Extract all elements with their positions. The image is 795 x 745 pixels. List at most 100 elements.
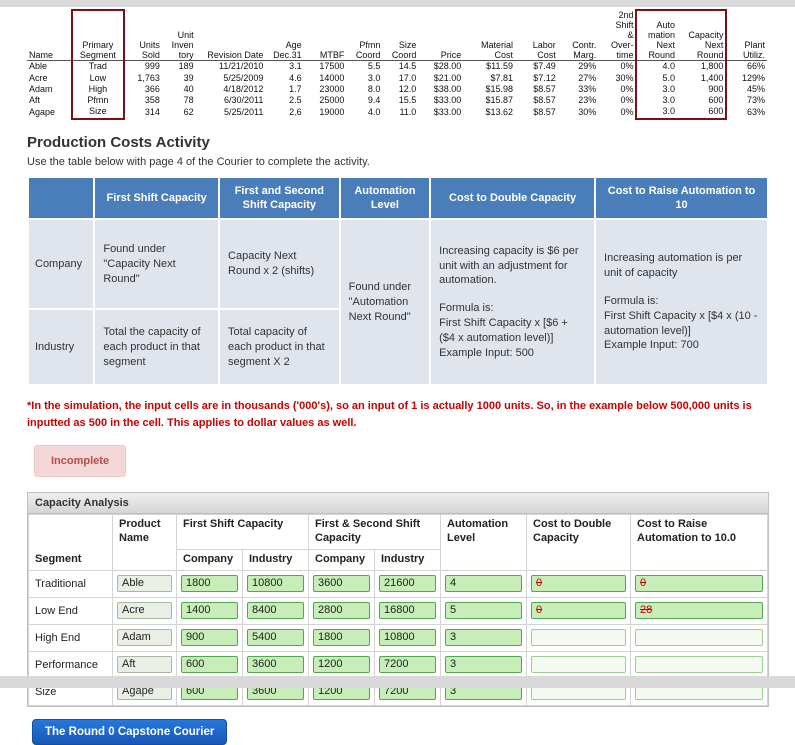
company-first-shift-cell: Found under "Capacity Next Round" (95, 220, 219, 309)
courier-cell: 25000 (319, 95, 345, 106)
courier-col-header: Material Cost (463, 10, 516, 62)
courier-cell: 3.0 (635, 83, 677, 96)
subcol-industry: Industry (374, 548, 441, 571)
automation-level-field[interactable]: 5 (445, 602, 522, 620)
guide-col-cost-raise: Cost to Raise Automation to 10 (596, 177, 767, 219)
courier-cell: 4.6 (289, 72, 302, 83)
company-both-shifts-cell: Capacity Next Round x 2 (shifts) (220, 220, 339, 309)
page-subtitle: Use the table below with page 4 of the C… (27, 155, 370, 168)
courier-cell: 40 (183, 83, 194, 94)
courier-cell: 14.5 (398, 61, 417, 72)
cost-double-formula: First Shift Capacity x [$6 + ($4 x autom… (439, 317, 568, 344)
automation-level-field[interactable]: 3 (445, 629, 522, 647)
segment-label: Low End (28, 596, 113, 625)
courier-production-table: Name Primary Segment Units Sold Unit Inven tory… (27, 9, 767, 120)
courier-cell: 33% (578, 83, 597, 94)
courier-col-header: Labor Cost (515, 10, 558, 62)
courier-cell: 999 (144, 61, 160, 72)
cost-double-example: Example Input: 500 (439, 346, 534, 359)
courier-cell: 1,400 (676, 72, 728, 84)
courier-cell: Trad (70, 60, 125, 73)
capacity-header-row: Segment Product Name First Shift Capacit… (28, 514, 768, 571)
courier-cell: 1,763 (137, 72, 160, 83)
courier-cell: 30% (615, 72, 634, 83)
courier-cell: 45% (746, 83, 765, 94)
both-shifts-company-field[interactable]: 2800 (313, 602, 370, 620)
courier-cell: 62 (183, 106, 194, 117)
cost-to-double-field[interactable] (531, 656, 626, 674)
cost-to-raise-field[interactable]: 0 (635, 575, 763, 593)
courier-cell: 0% (620, 106, 634, 117)
first-shift-company-field[interactable]: 1800 (181, 575, 238, 593)
automation-level-field[interactable]: 3 (445, 656, 522, 674)
courier-cell: 5/25/2009 (223, 72, 264, 83)
courier-col-header: Price (418, 10, 464, 62)
subcol-industry: Industry (242, 548, 309, 571)
both-shifts-industry-field[interactable]: 10800 (379, 629, 436, 647)
guide-col-cost-double: Cost to Double Capacity (431, 177, 595, 219)
courier-cell: 4/18/2012 (223, 83, 264, 94)
cost-raise-example: Example Input: 700 (604, 339, 699, 352)
first-shift-industry-field[interactable]: 10800 (247, 575, 304, 593)
courier-row: Acre Low 1,763 39 5/25/2009 4.6 14000 3.0 17.0 $2… (27, 72, 767, 84)
both-shifts-industry-field[interactable]: 21600 (379, 575, 436, 593)
first-shift-company-field[interactable]: 900 (181, 629, 238, 647)
guide-industry-row: Industry Total the capacity of each prod… (29, 310, 767, 385)
cost-to-raise-field[interactable] (635, 629, 763, 647)
capacity-row: Traditional Able 1800 10800 3600 21600 4 0 0 (28, 569, 768, 598)
first-shift-industry-field[interactable]: 5400 (247, 629, 304, 647)
courier-cell: Low (70, 72, 125, 84)
courier-cell: 3.0 (367, 72, 381, 83)
automation-level-field[interactable]: 4 (445, 575, 522, 593)
round0-courier-button[interactable]: The Round 0 Capstone Courier (32, 718, 228, 745)
courier-cell: 189 (178, 61, 194, 72)
courier-cell: 600 (676, 95, 728, 107)
courier-cell: 3.0 (635, 106, 677, 120)
courier-cell: 15.5 (398, 95, 417, 106)
guide-col-first-shift: First Shift Capacity (95, 177, 219, 219)
guide-company-row: Company Found under "Capacity Next Round… (29, 220, 767, 385)
cost-to-double-field[interactable]: 0 (531, 575, 626, 593)
first-shift-industry-field[interactable]: 8400 (247, 602, 304, 620)
courier-cell: 5.5 (367, 61, 381, 72)
col-first-shift-capacity: First Shift Capacity (176, 514, 309, 550)
courier-cell: Pfmn (70, 95, 125, 107)
courier-col-header: Size Coord (382, 10, 419, 62)
courier-col-header: Contr. Marg. (557, 10, 599, 62)
col-both-shifts-capacity: First & Second Shift Capacity (308, 514, 441, 550)
courier-header-row: Name Primary Segment Units Sold Unit Inven tory… (27, 9, 767, 62)
courier-cell: 6/30/2011 (224, 95, 264, 106)
both-shifts-industry-field[interactable]: 7200 (379, 656, 436, 674)
subcol-company: Company (308, 548, 375, 571)
first-shift-industry-field[interactable]: 3600 (247, 656, 304, 674)
courier-cell: 11.0 (399, 106, 417, 117)
cost-to-double-field[interactable] (531, 629, 626, 647)
courier-cell: 27% (578, 72, 597, 83)
cost-raise-formula: First Shift Capacity x [$4 x (10 - autom… (604, 309, 758, 337)
courier-cell: $8.57 (533, 83, 556, 94)
courier-cell: 900 (676, 83, 728, 96)
courier-cell: 1,800 (676, 60, 728, 73)
first-shift-company-field[interactable]: 600 (181, 656, 238, 674)
cost-to-raise-field[interactable] (635, 656, 763, 674)
company-row-label: Company (29, 220, 94, 309)
courier-col-header: Age Dec.31 (265, 10, 304, 62)
courier-cell: 600 (676, 106, 728, 120)
both-shifts-industry-field[interactable]: 16800 (379, 602, 436, 620)
courier-cell: 358 (144, 95, 160, 106)
courier-cell: 17500 (319, 61, 345, 72)
product-name-field: Acre (117, 602, 172, 620)
cost-to-raise-field[interactable]: 28 (635, 602, 763, 620)
courier-cell: $7.81 (490, 72, 514, 83)
both-shifts-company-field[interactable]: 3600 (313, 575, 370, 593)
cost-to-double-field[interactable]: 0 (531, 602, 626, 620)
courier-col-header: Name (27, 10, 72, 62)
both-shifts-company-field[interactable]: 1200 (313, 656, 370, 674)
both-shifts-company-field[interactable]: 1800 (313, 629, 370, 647)
courier-cell: 11/21/2010 (219, 61, 264, 72)
courier-cell: 23000 (319, 83, 345, 94)
courier-cell: $15.87 (485, 95, 514, 106)
courier-col-header: MTBF (303, 10, 347, 62)
courier-cell: 366 (144, 83, 160, 94)
first-shift-company-field[interactable]: 1400 (181, 602, 238, 620)
